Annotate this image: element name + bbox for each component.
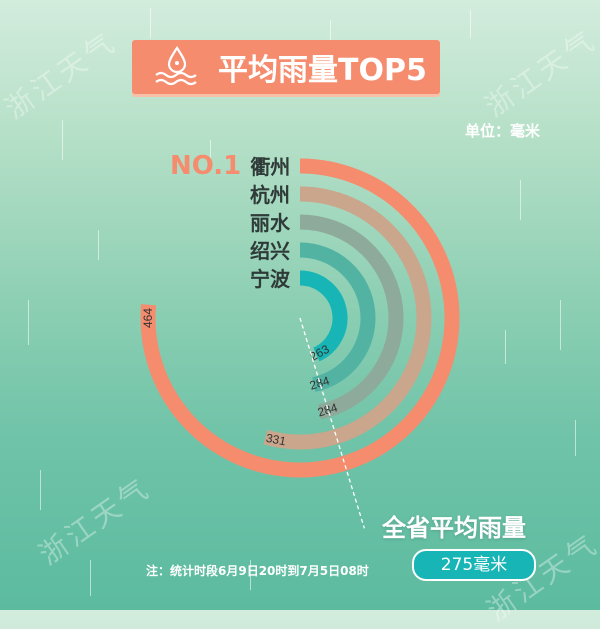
city-label-绍兴: 绍兴 [170, 235, 290, 264]
average-rainfall-label: 全省平均雨量 [382, 514, 526, 542]
bar-丽水 [299, 214, 404, 420]
city-name: 杭州 [250, 183, 290, 207]
city-label-衢州: NO.1 衢州 [170, 151, 290, 181]
value-label-丽水: 284 [316, 400, 340, 419]
bar-杭州 [263, 186, 432, 450]
unit-label: 单位：毫米 [464, 122, 540, 140]
water-drop-waves-icon [155, 46, 197, 86]
bar-宁波 [299, 270, 348, 362]
value-label-杭州: 331 [265, 431, 288, 449]
average-rainfall-value: 275毫米 [412, 549, 536, 581]
city-name: 宁波 [250, 267, 290, 291]
title-banner: 平均雨量TOP5 [132, 40, 440, 94]
city-name: 绍兴 [250, 239, 290, 263]
city-label-宁波: 宁波 [170, 263, 290, 292]
statistics-note: 注：统计时段6月9日20时到7月5日08时 [146, 564, 369, 578]
city-label-丽水: 丽水 [170, 207, 290, 236]
bar-绍兴 [299, 242, 376, 392]
city-label-杭州: 杭州 [170, 179, 290, 208]
city-name: 丽水 [250, 211, 290, 235]
bar-衢州 [140, 158, 460, 478]
average-reference-line [299, 317, 365, 529]
value-label-绍兴: 284 [308, 373, 332, 392]
value-label-衢州: 464 [141, 308, 155, 328]
page-title: 平均雨量TOP5 [218, 53, 427, 88]
rank-badge: NO.1 [170, 151, 251, 181]
city-name: 衢州 [250, 155, 291, 179]
